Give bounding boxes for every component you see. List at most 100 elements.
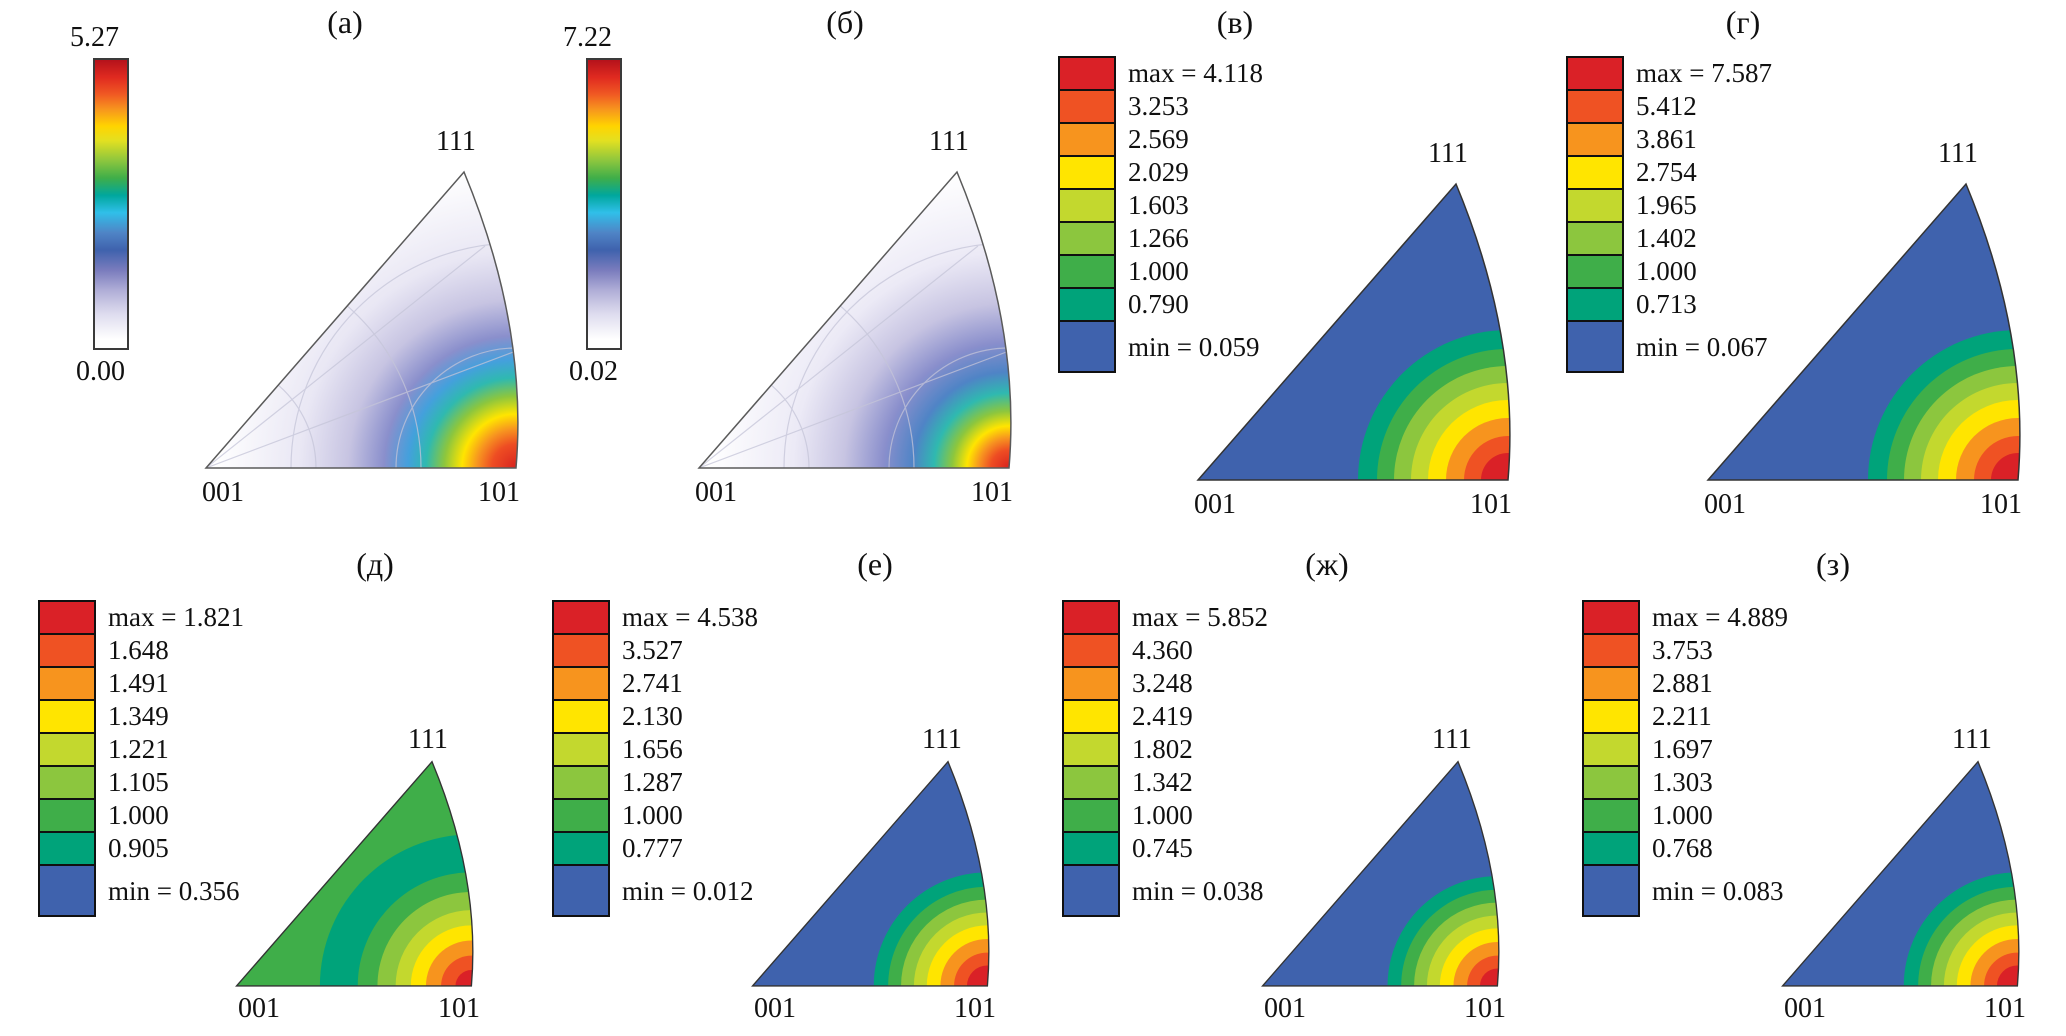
corner-label-101: 101 [971,477,1013,508]
corner-label-111: 111 [1952,724,1992,755]
legend-swatch [1582,765,1640,800]
legend-row: 2.754 [1566,155,1772,190]
legend-row: 2.569 [1058,122,1263,157]
triangle-outline [1196,182,1511,481]
legend-value: 0.777 [622,833,683,863]
legend-swatch [1058,155,1116,190]
legend-row: 2.029 [1058,155,1263,190]
triangle-outline [1706,182,2021,481]
corner-label-111: 111 [922,724,962,755]
legend-swatch [38,798,96,833]
legend: max = 4.118 3.253 2.569 2.029 1.603 1.266 1.00… [1058,56,1263,373]
legend-swatch [552,699,610,734]
legend-swatch [552,600,610,635]
legend-swatch [1062,732,1120,767]
corner-label-101: 101 [438,993,480,1024]
legend-row: 2.211 [1582,699,1788,734]
legend-row: max = 4.538 [552,600,758,635]
legend-swatch [38,666,96,701]
corner-label-101: 101 [1464,993,1506,1024]
legend-value: 1.303 [1652,767,1713,797]
triangle-outline [697,170,1012,469]
legend-row: min = 0.067 [1566,320,1772,373]
legend-value: 1.349 [108,701,169,731]
panel-label: (г) [1725,4,1761,40]
panel-label: (б) [826,4,864,40]
legend-row: max = 4.118 [1058,56,1263,91]
legend-swatch [38,699,96,734]
legend-swatch [1058,287,1116,322]
legend-swatch [1062,798,1120,833]
corner-label-001: 001 [754,993,796,1024]
legend-swatch [552,798,610,833]
legend-row: 0.745 [1062,831,1268,866]
legend-swatch [552,765,610,800]
ipf-triangle-contour [235,760,474,987]
legend-value: 1.656 [622,734,683,764]
corner-label-111: 111 [1428,138,1468,169]
legend-value: min = 0.356 [108,876,240,906]
legend-value: 3.527 [622,635,683,665]
legend-row: 1.342 [1062,765,1268,800]
legend-row: 1.000 [1566,254,1772,289]
legend-swatch [1582,699,1640,734]
legend-swatch [1058,89,1116,124]
legend-swatch [552,666,610,701]
corner-label-111: 111 [436,126,476,157]
legend-swatch [1582,666,1640,701]
legend-swatch [1566,221,1624,256]
legend-row: 3.253 [1058,89,1263,124]
legend-value: 1.802 [1132,734,1193,764]
legend-swatch [1566,287,1624,322]
legend: max = 1.821 1.648 1.491 1.349 1.221 1.105 1.00… [38,600,244,917]
legend-value: 4.360 [1132,635,1193,665]
panel-label: (в) [1216,4,1254,40]
legend: max = 4.889 3.753 2.881 2.211 1.697 1.303 1.00… [1582,600,1788,917]
triangle-outline [235,760,474,987]
legend-value: 1.266 [1128,223,1189,253]
legend-value: max = 4.118 [1128,58,1263,88]
legend-value: 1.000 [1128,256,1189,286]
legend-row: 1.000 [1062,798,1268,833]
colorbar-max-value: 5.27 [70,22,119,53]
corner-label-001: 001 [238,993,280,1024]
legend-value: 1.000 [1132,800,1193,830]
panel-label: (з) [1816,546,1850,582]
legend-row: 1.648 [38,633,244,668]
legend-value: 1.105 [108,767,169,797]
corner-label-111: 111 [408,724,448,755]
legend-swatch [552,732,610,767]
legend-row: 1.603 [1058,188,1263,223]
legend-row: 1.266 [1058,221,1263,256]
legend-row: 4.360 [1062,633,1268,668]
legend-value: 1.491 [108,668,169,698]
ipf-triangle-smooth [697,170,1012,469]
colorbar-min-value: 0.00 [76,356,125,387]
legend-swatch [1566,155,1624,190]
legend-swatch [38,633,96,668]
legend-row: max = 4.889 [1582,600,1788,635]
legend-value: min = 0.038 [1132,876,1264,906]
legend-row: 1.000 [38,798,244,833]
legend-swatch [552,864,610,917]
legend-value: 1.000 [108,800,169,830]
legend-row: 2.419 [1062,699,1268,734]
triangle-outline [204,170,519,469]
legend-row: 3.861 [1566,122,1772,157]
legend-row: max = 7.587 [1566,56,1772,91]
legend-row: 1.802 [1062,732,1268,767]
corner-label-101: 101 [478,477,520,508]
colorbar-max-value: 7.22 [563,22,612,53]
panel-label: (а) [327,4,363,40]
legend-value: 0.768 [1652,833,1713,863]
legend-swatch [1062,633,1120,668]
ipf-triangle-contour [1706,182,2021,481]
legend-row: 1.000 [552,798,758,833]
ipf-triangle-contour [1196,182,1511,481]
legend-row: 1.491 [38,666,244,701]
legend-value: 0.905 [108,833,169,863]
legend-value: 2.741 [622,668,683,698]
legend-swatch [1062,831,1120,866]
legend-swatch [1566,89,1624,124]
